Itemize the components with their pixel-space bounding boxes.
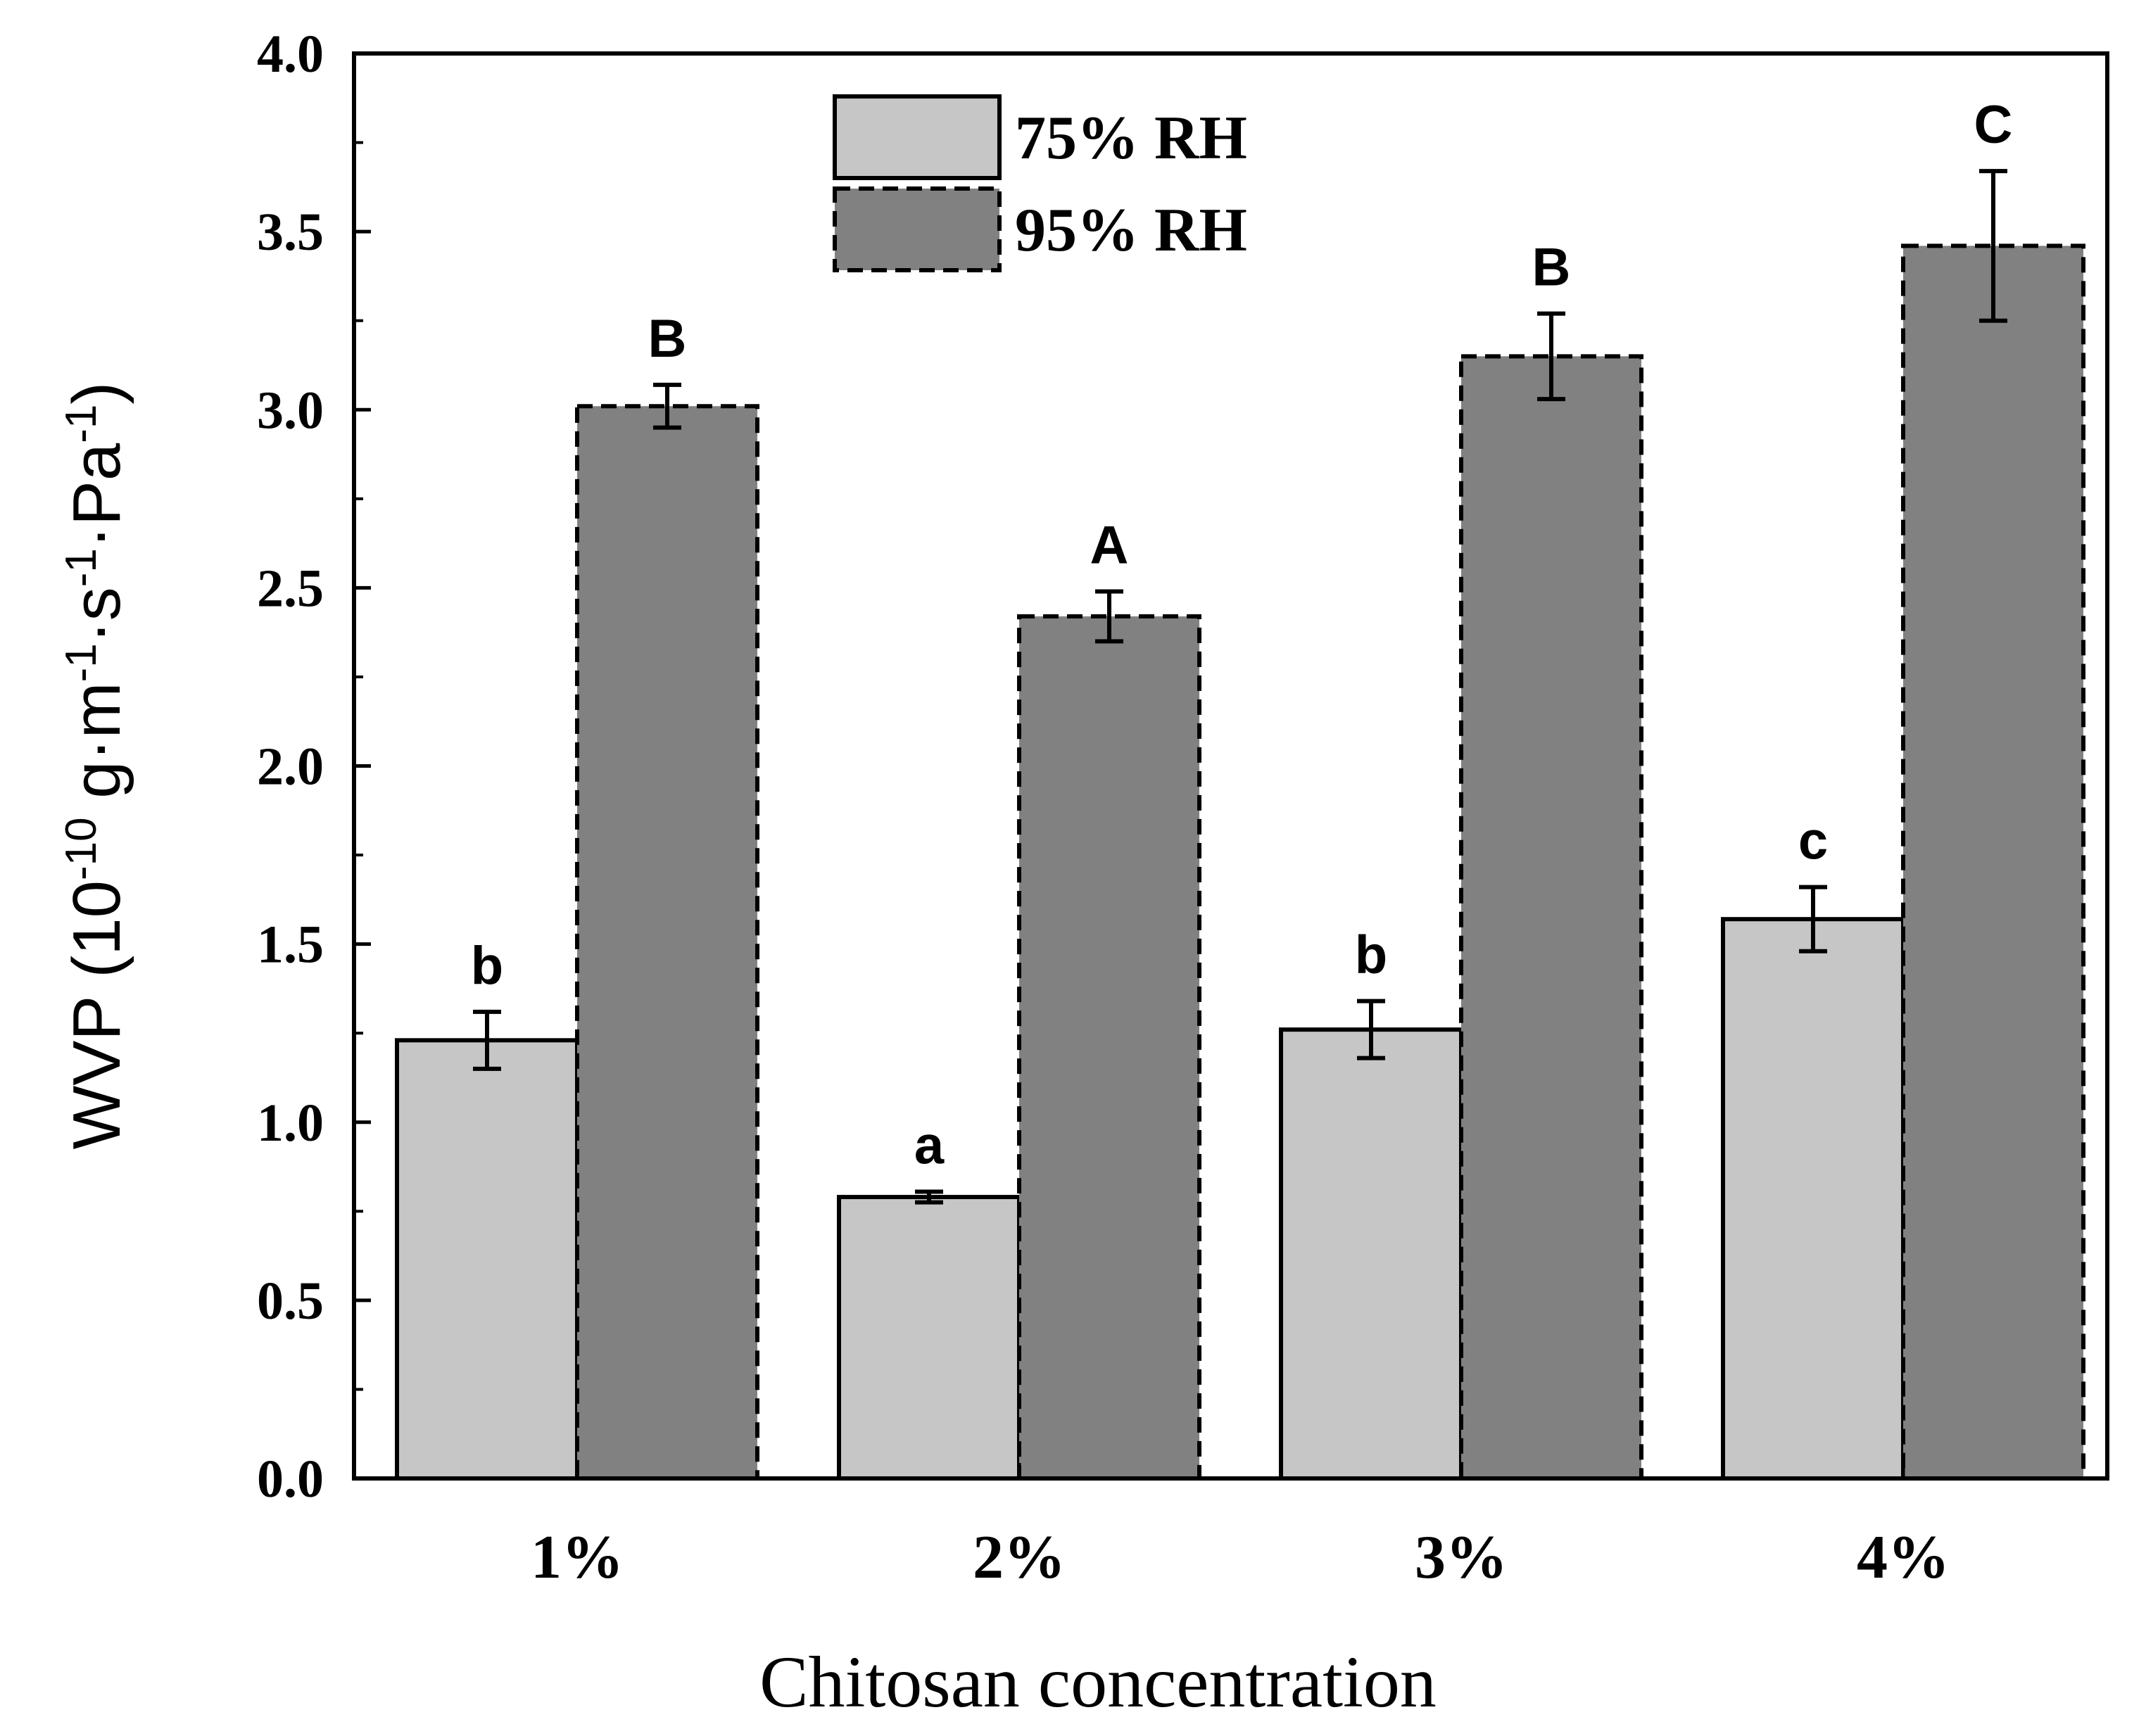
y-axis-label-part: WVP (10 [59,880,134,1149]
y-axis-label-superscript: -1 [57,548,106,587]
x-axis-label: Chitosan concentration [759,1642,1437,1723]
y-axis-label-part: ) [59,382,134,405]
significance-letter: a [914,1115,945,1175]
y-axis-label-part: g·m [59,682,134,817]
x-tick-label: 1% [531,1523,624,1592]
y-tick-label: 0.0 [257,1450,324,1509]
y-axis-label-superscript: -10 [57,817,106,880]
y-axis-label-part: ·s [59,587,134,643]
legend-label-75rh: 75% RH [1015,104,1247,172]
significance-letter: B [648,309,687,369]
y-tick-label: 0.5 [257,1272,324,1331]
bar-75rh-1 [395,1038,579,1481]
bar-95rh-1 [575,404,759,1481]
significance-letter: B [1532,238,1571,298]
bar-95rh-4 [1901,243,2085,1481]
x-tick-label: 2% [973,1523,1066,1592]
y-tick-label: 1.5 [257,915,324,975]
y-tick-label: 3.5 [257,203,324,262]
legend: 75% RH 95% RH [833,94,1247,272]
significance-letter: b [1355,925,1387,985]
legend-swatch-95rh [833,186,1002,272]
y-axis-label-superscript: -1 [57,405,106,443]
legend-label-95rh: 95% RH [1015,196,1247,265]
bar-75rh-4 [1721,917,1905,1481]
y-tick-label: 2.5 [257,559,324,618]
significance-letter: A [1090,515,1129,575]
significance-letter: b [471,936,503,996]
y-tick-label: 3.0 [257,381,324,440]
y-tick-label: 4.0 [257,25,324,84]
y-axis-label-part: ·Pa [59,443,134,548]
y-tick-label: 1.0 [257,1094,324,1153]
bar-75rh-3 [1279,1027,1463,1481]
bars-layer: b Ba Ab Bc C [395,95,2085,1481]
significance-letter: C [1974,95,2013,155]
y-axis-label-superscript: -1 [57,643,106,682]
y-tick-label: 2.0 [257,737,324,797]
significance-letter: c [1798,811,1828,871]
bar-75rh-2 [837,1195,1021,1481]
legend-swatch-75rh [833,94,1002,180]
y-axis-label: WVP (10-10 g·m-1·s-1·Pa-1) [57,382,135,1150]
axis-layer: 1% 2% 3% 4% 0.0 0.5 1.0 1.5 2.0 2.5 3.0 3.5 4.0 [257,25,1950,1592]
x-tick-label: 3% [1415,1523,1508,1592]
bar-95rh-3 [1459,354,1643,1481]
bar-95rh-2 [1017,614,1201,1481]
x-tick-label: 4% [1857,1523,1950,1592]
